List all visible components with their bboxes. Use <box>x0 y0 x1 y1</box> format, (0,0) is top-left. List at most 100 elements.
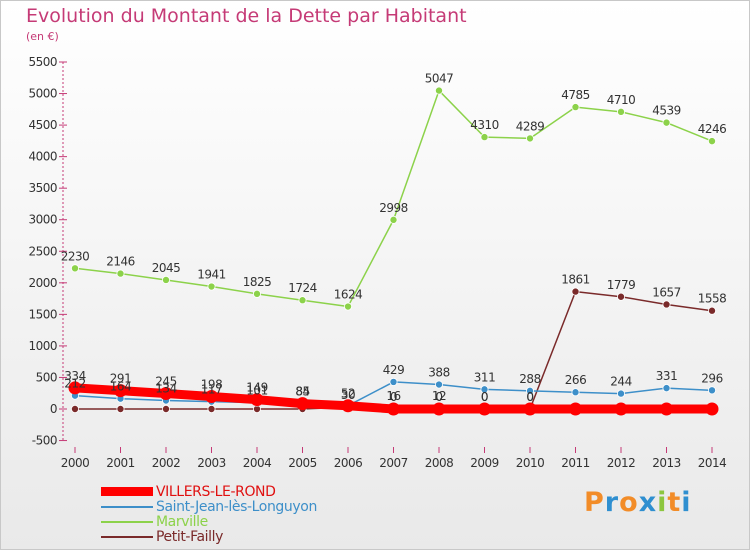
data-label-marville: 4310 <box>470 118 499 132</box>
legend-swatch <box>101 536 153 538</box>
data-label-marville: 1941 <box>197 268 226 282</box>
data-point-saint-jean <box>389 377 398 386</box>
data-point-marville <box>343 302 352 311</box>
data-point-villers <box>478 402 491 416</box>
legend-label: Marville <box>156 514 208 530</box>
data-point-villers <box>114 384 127 398</box>
y-tick-label: 3000 <box>28 213 57 227</box>
x-tick-label: 2008 <box>425 456 454 470</box>
data-point-villers <box>205 390 218 404</box>
x-tick-label: 2001 <box>106 456 135 470</box>
data-point-marville <box>161 275 170 284</box>
data-label-marville: 2146 <box>106 255 135 269</box>
data-point-petit-failly <box>708 306 717 315</box>
x-tick-label: 2009 <box>470 456 499 470</box>
data-point-marville <box>662 118 671 127</box>
logo-letter: x <box>638 487 658 518</box>
data-label-saint-jean: 296 <box>701 371 722 385</box>
x-tick-label: 2011 <box>561 456 590 470</box>
data-point-saint-jean <box>571 388 580 397</box>
data-point-villers <box>159 387 173 401</box>
data-label-petit-failly: 1779 <box>607 278 636 292</box>
x-tick-label: 2013 <box>652 456 681 470</box>
data-point-villers <box>523 402 537 416</box>
data-point-marville <box>207 282 216 291</box>
data-point-marville <box>298 296 307 305</box>
data-point-saint-jean <box>662 384 671 393</box>
data-point-marville <box>252 289 261 298</box>
data-point-petit-failly <box>161 404 170 413</box>
x-tick-label: 2005 <box>288 456 317 470</box>
y-tick-label: 5000 <box>28 87 57 101</box>
data-label-petit-failly: 0 <box>481 390 488 404</box>
data-label-villers: 0 <box>390 390 397 404</box>
data-label-marville: 1825 <box>243 275 272 289</box>
data-point-saint-jean <box>617 389 626 398</box>
data-label-saint-jean: 311 <box>474 370 495 384</box>
data-point-petit-failly <box>571 287 580 296</box>
data-point-marville <box>617 107 626 116</box>
data-point-saint-jean <box>526 386 535 395</box>
data-point-villers <box>341 399 355 413</box>
data-label-marville: 4246 <box>698 122 727 136</box>
x-tick-label: 2000 <box>61 456 90 470</box>
data-label-marville: 4289 <box>516 119 545 133</box>
logo-letter: t <box>667 487 682 518</box>
logo-letter: r <box>604 487 620 518</box>
x-tick-label: 2010 <box>516 456 545 470</box>
legend-swatch <box>101 521 153 523</box>
x-tick-label: 2006 <box>334 456 363 470</box>
data-label-villers: 52 <box>341 387 355 401</box>
data-label-villers: 149 <box>246 381 267 395</box>
logo-letter: o <box>619 487 639 518</box>
data-label-marville: 2230 <box>61 249 90 263</box>
data-label-villers: 0 <box>526 390 533 404</box>
data-point-saint-jean <box>708 386 717 395</box>
data-point-marville <box>71 264 80 273</box>
data-label-saint-jean: 84 <box>295 385 309 399</box>
y-tick-label: 4500 <box>28 118 57 132</box>
data-point-villers <box>614 402 628 416</box>
data-point-villers <box>432 402 446 416</box>
data-label-saint-jean: 331 <box>656 369 677 383</box>
data-point-saint-jean <box>480 385 489 394</box>
data-label-marville: 1624 <box>334 288 363 302</box>
data-label-saint-jean: 388 <box>428 366 449 380</box>
data-point-marville <box>526 134 535 143</box>
legend-label: Saint-Jean-lès-Longuyon <box>156 499 317 515</box>
legend-swatch <box>101 506 153 508</box>
chart-title: Evolution du Montant de la Dette par Hab… <box>26 5 467 27</box>
data-point-marville <box>389 215 398 224</box>
data-label-marville: 2998 <box>379 201 408 215</box>
logo-letter: i <box>681 487 692 518</box>
legend-label: Petit-Failly <box>156 529 223 545</box>
proxiti-logo: Proxiti <box>584 487 692 518</box>
logo-letter: P <box>584 487 605 518</box>
data-label-villers: 0 <box>435 390 442 404</box>
data-label-saint-jean: 266 <box>565 373 586 387</box>
data-label-marville: 4539 <box>652 104 681 118</box>
data-point-villers <box>660 402 673 416</box>
data-point-marville <box>434 86 443 95</box>
data-point-marville <box>480 133 489 142</box>
x-tick-label: 2004 <box>243 456 272 470</box>
y-tick-label: 2500 <box>28 244 57 258</box>
data-label-saint-jean: 244 <box>610 375 631 389</box>
data-label-villers: 0 <box>481 390 488 404</box>
legend-item-marville: Marville <box>101 514 401 530</box>
data-point-villers <box>705 402 719 416</box>
legend-item-petit-failly: Petit-Failly <box>101 529 401 545</box>
data-label-villers: 291 <box>110 372 131 386</box>
data-point-petit-failly <box>71 404 80 413</box>
legend-label: VILLERS-LE-ROND <box>156 484 276 500</box>
data-label-saint-jean: 134 <box>155 382 176 396</box>
y-tick-label: 0 <box>50 402 57 416</box>
x-tick-label: 2012 <box>607 456 636 470</box>
data-point-villers <box>569 402 582 416</box>
data-point-marville <box>708 137 717 146</box>
data-label-saint-jean: 288 <box>519 372 540 386</box>
data-label-villers: 198 <box>201 378 222 392</box>
data-label-petit-failly: 30 <box>341 388 355 402</box>
y-tick-label: 4000 <box>28 150 57 164</box>
y-tick-label: 2000 <box>28 276 57 290</box>
